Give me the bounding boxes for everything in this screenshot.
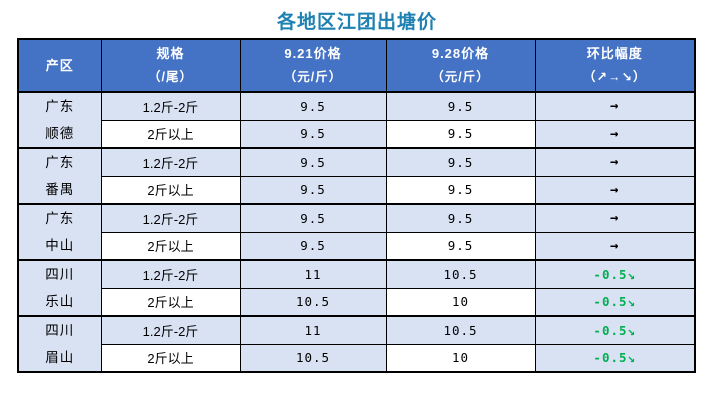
region-line2: 顺德 <box>45 126 75 141</box>
price-921-cell: 9.5 <box>239 91 387 120</box>
price-928-cell: 10.5 <box>385 315 536 344</box>
region-line2: 中山 <box>45 238 75 253</box>
change-cell: -0.5↘ <box>534 259 696 288</box>
table-row: 2斤以上 10.5 10 -0.5↘ <box>18 343 696 372</box>
spec-cell: 2斤以上 <box>100 175 241 204</box>
price-928-cell: 9.5 <box>385 147 536 176</box>
price-928-cell: 9.5 <box>385 175 536 204</box>
table-row: 2斤以上 9.5 9.5 → <box>18 231 696 260</box>
price-928-cell: 10 <box>385 287 536 316</box>
region-cell: 四川 乐山 <box>17 259 102 316</box>
region-line1: 广东 <box>45 155 75 170</box>
price-928-cell: 9.5 <box>385 119 536 148</box>
region-line1: 广东 <box>45 211 75 226</box>
spec-cell: 1.2斤-2斤 <box>100 259 241 288</box>
price-921-cell: 11 <box>239 259 387 288</box>
spec-cell: 2斤以上 <box>100 119 241 148</box>
change-cell: → <box>534 91 696 120</box>
spec-cell: 1.2斤-2斤 <box>100 315 241 344</box>
price-921-cell: 9.5 <box>239 175 387 204</box>
price-921-cell: 9.5 <box>239 231 387 260</box>
price-921-cell: 10.5 <box>239 287 387 316</box>
table-row: 2斤以上 9.5 9.5 → <box>18 175 696 204</box>
price-928-cell: 9.5 <box>385 203 536 232</box>
region-line2: 乐山 <box>45 294 75 309</box>
change-cell: → <box>534 231 696 260</box>
region-cell: 广东 中山 <box>17 203 102 260</box>
change-cell: → <box>534 203 696 232</box>
table-row: 广东 顺德 1.2斤-2斤 9.5 9.5 → <box>17 91 696 148</box>
table-row: 2斤以上 10.5 10 -0.5↘ <box>18 287 696 316</box>
spec-cell: 2斤以上 <box>100 287 241 316</box>
region-cell: 四川 眉山 <box>17 315 102 372</box>
change-cell: -0.5↘ <box>534 287 696 316</box>
price-921-cell: 9.5 <box>239 147 387 176</box>
price-921-cell: 11 <box>239 315 387 344</box>
region-cell: 广东 番禺 <box>17 147 102 204</box>
region-line2: 番禺 <box>45 182 75 197</box>
price-928-cell: 10 <box>385 343 536 372</box>
spec-cell: 1.2斤-2斤 <box>100 203 241 232</box>
change-cell: → <box>534 147 696 176</box>
col-header-region: 产区 <box>17 38 102 93</box>
price-928-cell: 9.5 <box>385 91 536 120</box>
region-cell: 广东 顺德 <box>17 91 102 148</box>
page-title: 各地区江团出塘价 <box>276 12 437 33</box>
price-921-cell: 9.5 <box>239 203 387 232</box>
table-row: 广东 中山 1.2斤-2斤 9.5 9.5 → <box>17 203 696 260</box>
price-921-cell: 9.5 <box>239 119 387 148</box>
table-row: 广东 番禺 1.2斤-2斤 9.5 9.5 → <box>17 147 696 204</box>
table-row: 2斤以上 9.5 9.5 → <box>18 119 696 148</box>
table-row: 四川 眉山 1.2斤-2斤 11 10.5 -0.5↘ <box>17 315 696 372</box>
spec-cell: 1.2斤-2斤 <box>100 147 241 176</box>
change-cell: -0.5↘ <box>534 315 696 344</box>
price-928-cell: 9.5 <box>385 231 536 260</box>
price-table: 产区 规格 （/尾） 9.21价格 （元/斤） 9.28价格 （元/斤） 环比幅度 （↗… <box>17 38 696 373</box>
spec-cell: 2斤以上 <box>100 231 241 260</box>
col-header-price-928: 9.28价格 （元/斤） <box>385 38 536 93</box>
spec-cell: 1.2斤-2斤 <box>100 91 241 120</box>
change-cell: → <box>534 119 696 148</box>
region-line1: 四川 <box>45 323 75 338</box>
price-921-cell: 10.5 <box>239 343 387 372</box>
region-line2: 眉山 <box>45 350 75 365</box>
price-928-cell: 10.5 <box>385 259 536 288</box>
change-cell: → <box>534 175 696 204</box>
col-header-change: 环比幅度 （↗→↘） <box>534 38 696 93</box>
change-cell: -0.5↘ <box>534 343 696 372</box>
col-header-spec: 规格 （/尾） <box>100 38 241 93</box>
region-line1: 四川 <box>45 267 75 282</box>
header-row: 产区 规格 （/尾） 9.21价格 （元/斤） 9.28价格 （元/斤） 环比幅度 （↗… <box>17 38 696 93</box>
col-header-price-921: 9.21价格 （元/斤） <box>239 38 387 93</box>
table-row: 四川 乐山 1.2斤-2斤 11 10.5 -0.5↘ <box>17 259 696 316</box>
region-line1: 广东 <box>45 99 75 114</box>
spec-cell: 2斤以上 <box>100 343 241 372</box>
